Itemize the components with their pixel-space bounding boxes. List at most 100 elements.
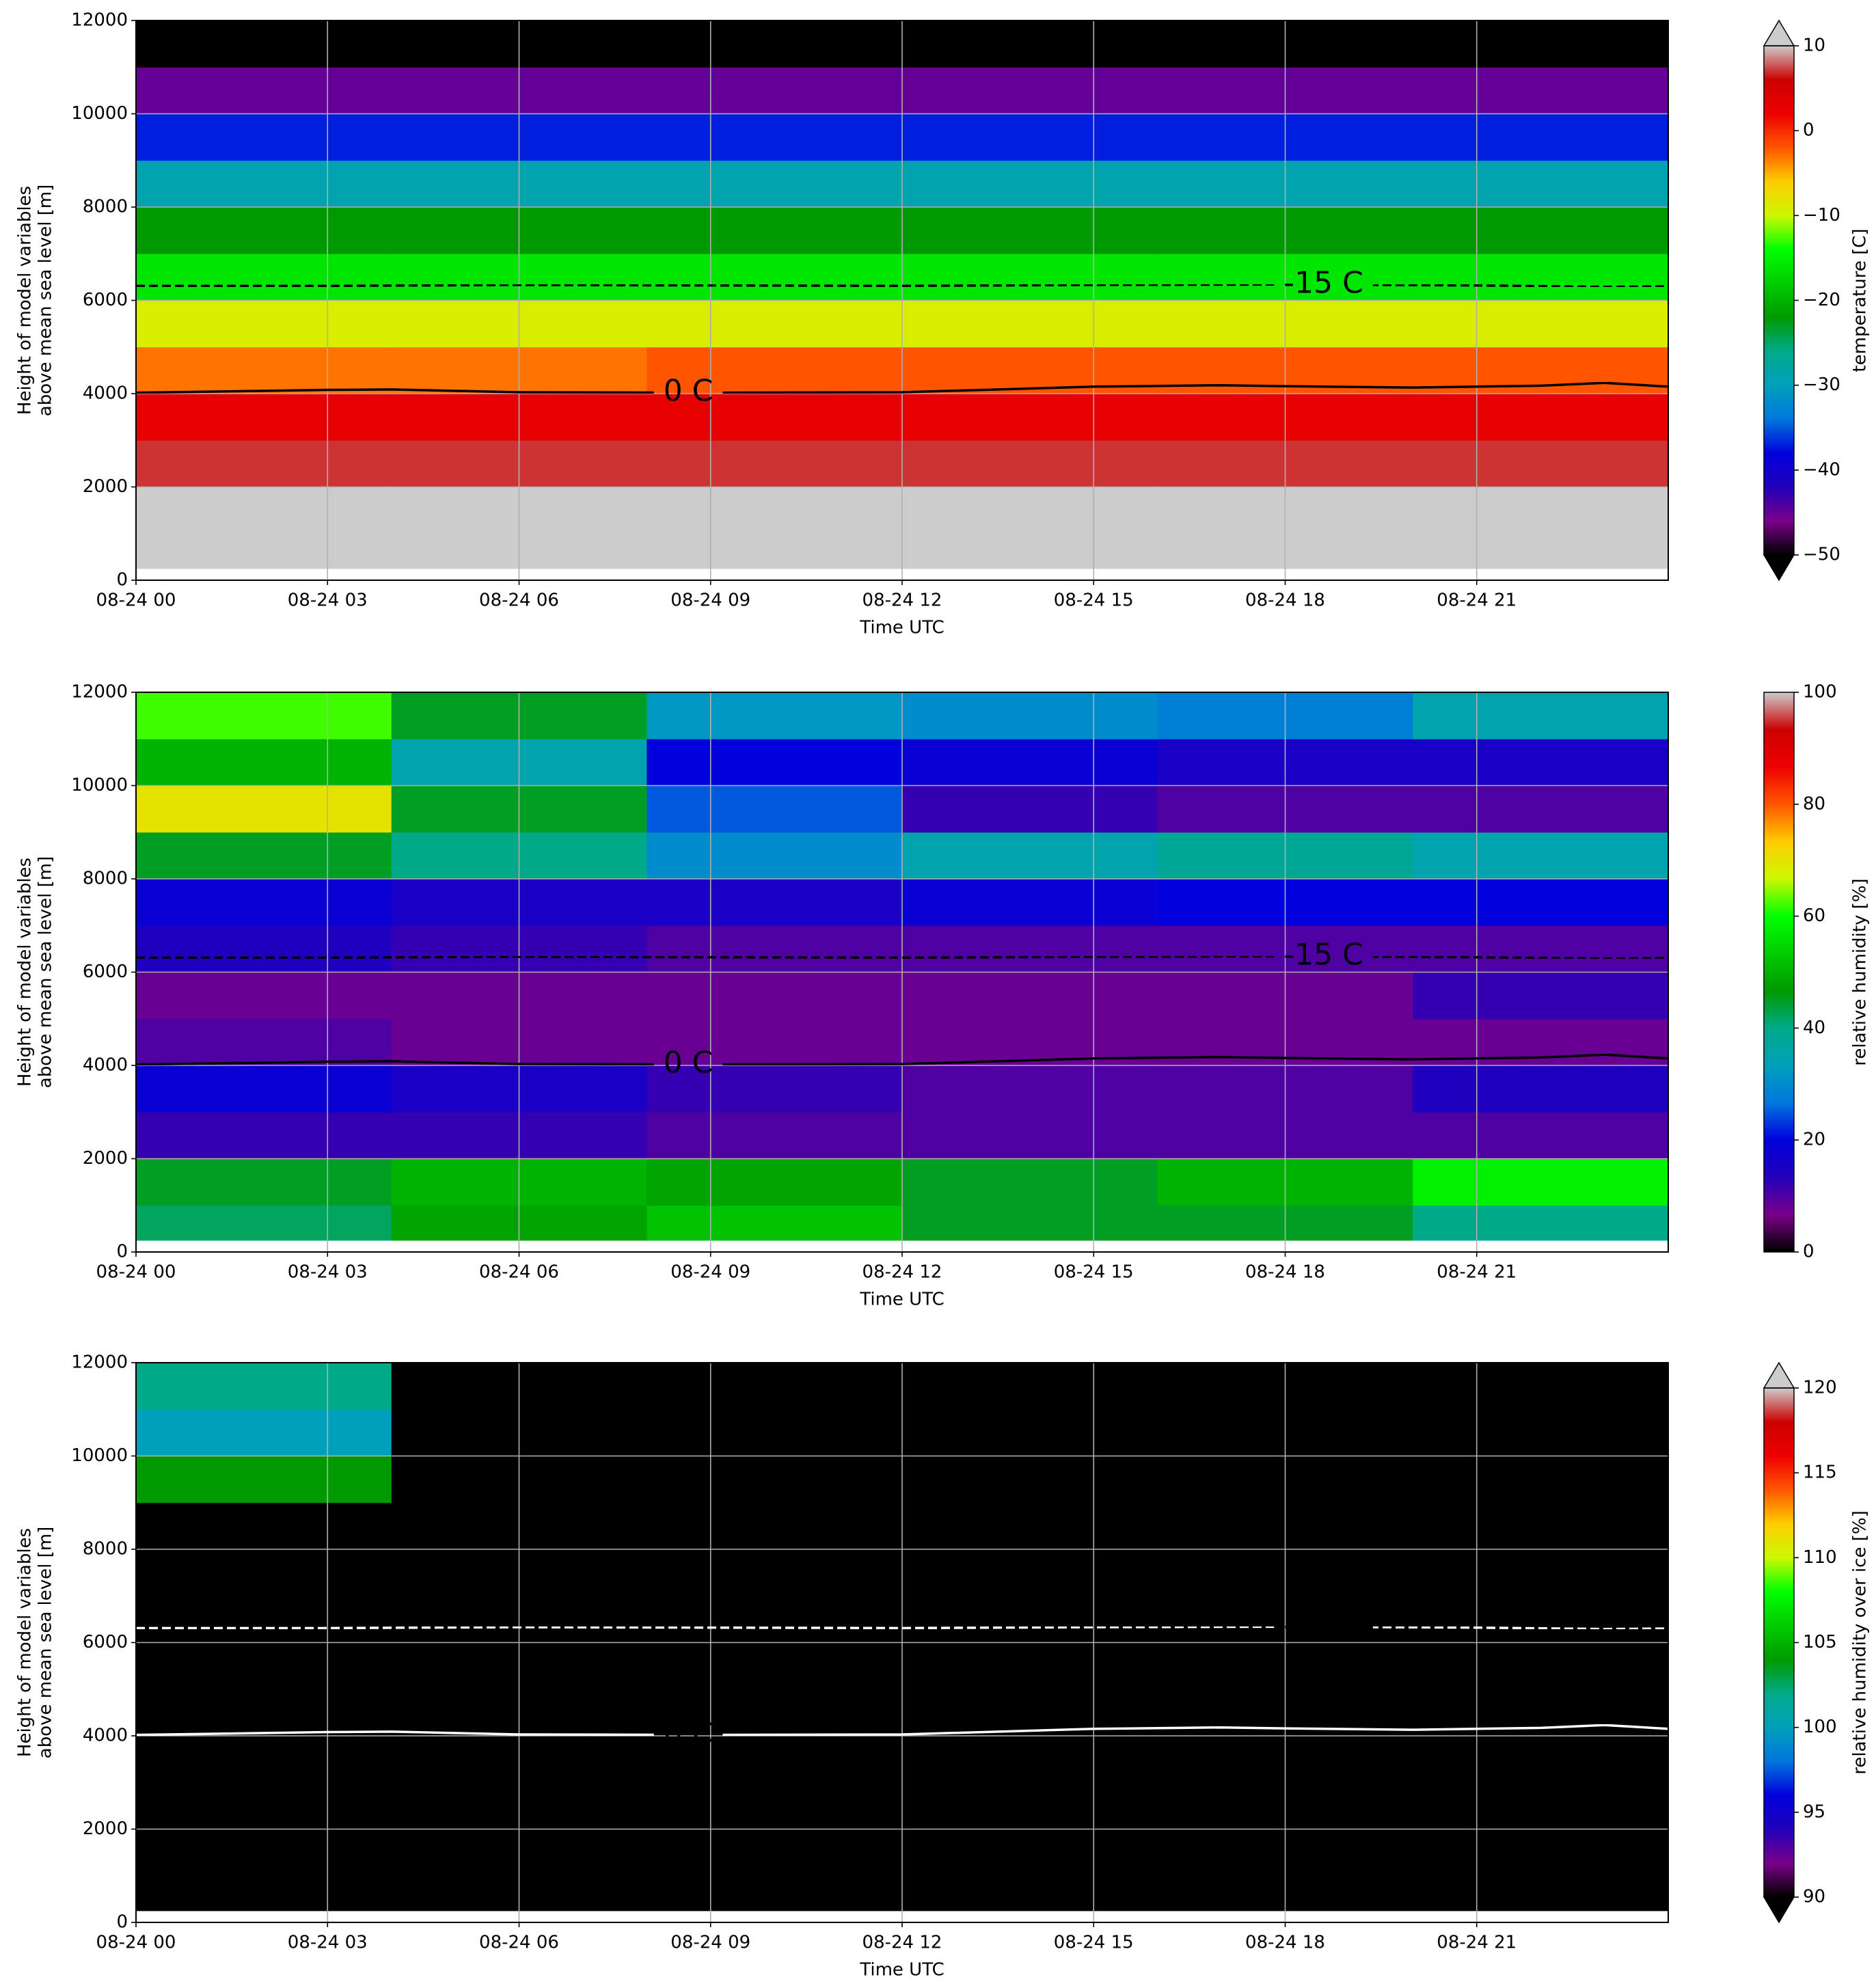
- heatmap-cell: [136, 1112, 392, 1159]
- x-axis-label: Time UTC: [859, 618, 944, 638]
- y-tick-label: 4000: [83, 1055, 128, 1076]
- x-axis-label: Time UTC: [859, 1290, 944, 1310]
- x-tick-label: 08-24 21: [1437, 1262, 1517, 1283]
- panel: 08-24 00 08-24 03 08-24 06 08-24 09 08-24 12…: [15, 682, 1871, 1310]
- heatmap-cell: [902, 487, 1158, 534]
- heatmap-cell: [647, 925, 903, 972]
- heatmap-cell: [902, 1829, 1158, 1877]
- y-tick-label: 8000: [83, 1539, 128, 1560]
- x-tick-label: 08-24 06: [479, 590, 559, 611]
- y-tick-label: 8000: [83, 869, 128, 889]
- x-tick-label: 08-24 00: [96, 1933, 176, 1953]
- heatmap-cell: [902, 67, 1158, 114]
- colorbar-tick-label: 95: [1803, 1801, 1825, 1822]
- panel: 08-24 00 08-24 03 08-24 06 08-24 09 08-24 12…: [15, 1352, 1871, 1980]
- colorbar-frame: [1763, 692, 1795, 1253]
- contour-label: -15 C: [1283, 1608, 1363, 1643]
- heatmap-cell: [902, 1642, 1158, 1690]
- y-axis-label: above mean sea level [m]: [36, 1527, 56, 1758]
- heatmap-cell: [136, 1642, 392, 1690]
- y-tick-label: 6000: [83, 962, 128, 982]
- colorbar-tick-label: 105: [1803, 1632, 1837, 1652]
- colorbar-extend-over: [1763, 1361, 1795, 1389]
- heatmap-cell: [136, 1409, 392, 1456]
- heatmap-cell: [136, 21, 392, 68]
- heatmap-cell: [902, 207, 1158, 254]
- heatmap-cell: [647, 1875, 903, 1911]
- colorbar-extend-over: [1763, 19, 1795, 46]
- colorbar-tick-label: 0: [1803, 1242, 1814, 1262]
- x-tick-label: 08-24 12: [862, 1262, 942, 1283]
- colorbar-tick-label: −40: [1803, 459, 1840, 480]
- heatmap-cell: [1413, 1409, 1669, 1456]
- colorbar: [1764, 1388, 1794, 1897]
- heatmap-cell: [647, 1456, 903, 1503]
- heatmap-cell: [136, 739, 392, 786]
- heatmap-cell: [902, 254, 1158, 301]
- heatmap-cell: [136, 207, 392, 254]
- y-axis-label: Height of model variables: [15, 1528, 36, 1757]
- heatmap-cell: [136, 160, 392, 208]
- heatmap-cell: [647, 785, 903, 833]
- heatmap-cell: [1413, 160, 1669, 208]
- heatmap-cell: [647, 1158, 903, 1206]
- colorbar-tick-label: 120: [1803, 1378, 1837, 1398]
- heatmap-cell: [1413, 879, 1669, 926]
- y-axis-label: above mean sea level [m]: [36, 185, 56, 416]
- heatmap-cell: [136, 1502, 392, 1550]
- heatmap-cell: [136, 1875, 392, 1911]
- heatmap-cell: [902, 1158, 1158, 1206]
- y-axis-label: above mean sea level [m]: [36, 856, 56, 1088]
- y-tick-label: 4000: [83, 1726, 128, 1746]
- heatmap-cell: [902, 1502, 1158, 1550]
- contour-label: 0 C: [664, 374, 713, 409]
- contour-label: -15 C: [1283, 938, 1363, 972]
- x-tick-label: 08-24 09: [670, 1262, 750, 1283]
- heatmap-cell: [136, 832, 392, 880]
- heatmap-cell: [1413, 207, 1669, 254]
- heatmap-cell: [136, 487, 392, 534]
- y-tick-label: 12000: [71, 1352, 128, 1373]
- heatmap-cell: [647, 1502, 903, 1550]
- colorbar: [1764, 692, 1794, 1252]
- heatmap-cell: [136, 1736, 392, 1783]
- heatmap-cell: [136, 692, 392, 739]
- heatmap-cell: [136, 300, 392, 348]
- x-tick-label: 08-24 21: [1437, 1933, 1517, 1953]
- y-tick-label: 6000: [83, 1632, 128, 1652]
- heatmap-cell: [902, 1782, 1158, 1829]
- x-tick-label: 08-24 15: [1054, 1262, 1134, 1283]
- heatmap-cell: [647, 394, 903, 441]
- heatmap-cell: [902, 533, 1158, 569]
- heatmap-cell: [1413, 300, 1669, 348]
- x-tick-label: 08-24 06: [479, 1262, 559, 1283]
- heatmap-cell: [136, 533, 392, 569]
- heatmap-cell: [136, 1205, 392, 1241]
- heatmap-cell: [1413, 440, 1669, 487]
- y-tick-label: 0: [116, 570, 128, 590]
- y-tick-label: 10000: [71, 103, 128, 124]
- y-tick-label: 2000: [83, 1148, 128, 1169]
- contour-line: [136, 283, 1669, 288]
- x-tick-label: 08-24 15: [1054, 1933, 1134, 1953]
- x-tick-label: 08-24 18: [1245, 590, 1325, 611]
- x-tick-label: 08-24 03: [288, 590, 368, 611]
- colorbar: [1764, 46, 1794, 555]
- heatmap-cell: [647, 533, 903, 569]
- heatmap-cell: [902, 440, 1158, 487]
- heatmap-cell: [902, 113, 1158, 161]
- colorbar-tick-label: −20: [1803, 290, 1840, 310]
- y-tick-label: 12000: [71, 10, 128, 31]
- heatmap-cell: [647, 1112, 903, 1159]
- heatmap-cell: [1413, 925, 1669, 972]
- colorbar-tick-label: 0: [1803, 120, 1814, 141]
- heatmap-cell: [136, 254, 392, 301]
- colorbar-label: relative humidity over ice [%]: [1850, 1510, 1871, 1774]
- y-tick-label: 12000: [71, 682, 128, 703]
- heatmap-cell: [902, 832, 1158, 880]
- heatmap-cell: [647, 67, 903, 114]
- heatmap-cell: [647, 1409, 903, 1456]
- colorbar-tick-label: −30: [1803, 375, 1840, 395]
- heatmap-cell: [1413, 1502, 1669, 1550]
- contour-label: -15 C: [1283, 266, 1363, 301]
